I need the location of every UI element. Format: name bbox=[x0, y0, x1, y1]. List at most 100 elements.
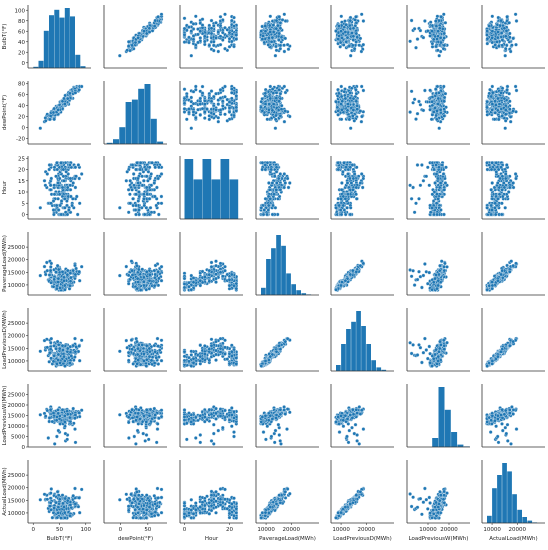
scatter-point bbox=[286, 185, 291, 190]
scatter-point bbox=[187, 40, 191, 45]
scatter-point bbox=[196, 107, 200, 112]
scatter-point bbox=[152, 24, 157, 28]
hist-bar bbox=[150, 118, 157, 144]
scatter-point bbox=[61, 167, 66, 172]
hist-bar bbox=[276, 235, 281, 295]
scatter-point bbox=[191, 110, 196, 114]
scatter-point bbox=[433, 19, 438, 23]
hist-bar bbox=[113, 139, 119, 144]
scatter-point bbox=[489, 203, 494, 208]
panel-0-1 bbox=[103, 5, 167, 69]
scatter-point bbox=[414, 45, 418, 50]
scatter-point bbox=[260, 167, 265, 172]
scatter-point bbox=[52, 212, 56, 217]
scatter-point bbox=[278, 20, 283, 25]
scatter-point bbox=[142, 192, 146, 197]
scatter-point bbox=[278, 26, 283, 31]
scatter-point bbox=[263, 167, 268, 172]
scatter-point bbox=[73, 185, 78, 190]
scatter-point bbox=[489, 212, 493, 217]
scatter-point bbox=[182, 87, 187, 92]
scatter-point bbox=[159, 278, 164, 283]
scatter-point bbox=[216, 102, 221, 106]
scatter-point bbox=[424, 174, 429, 179]
panel-1-6 bbox=[481, 81, 545, 145]
scatter-point bbox=[507, 31, 512, 36]
scatter-point bbox=[347, 117, 352, 122]
scatter-point bbox=[223, 268, 227, 273]
scatter-point bbox=[182, 26, 187, 31]
scatter-point bbox=[489, 94, 494, 99]
scatter-point bbox=[153, 263, 158, 268]
scatter-point bbox=[436, 96, 441, 101]
scatter-point bbox=[334, 205, 338, 210]
scatter-point bbox=[339, 102, 343, 106]
scatter-point bbox=[428, 107, 432, 112]
scatter-point bbox=[274, 96, 279, 101]
scatter-point bbox=[277, 87, 282, 92]
scatter-point bbox=[487, 24, 492, 28]
scatter-point bbox=[138, 167, 142, 172]
scatter-point bbox=[209, 26, 214, 31]
scatter-point bbox=[490, 107, 495, 112]
scatter-point bbox=[134, 192, 138, 197]
scatter-point bbox=[140, 267, 145, 272]
scatter-point bbox=[62, 196, 67, 201]
hist-bar bbox=[138, 88, 145, 144]
scatter-point bbox=[493, 205, 497, 210]
scatter-point bbox=[75, 212, 80, 217]
scatter-point bbox=[351, 38, 356, 42]
scatter-point bbox=[485, 36, 490, 41]
panel-2-4 bbox=[330, 156, 394, 220]
scatter-point bbox=[485, 99, 490, 104]
scatter-point bbox=[431, 37, 436, 42]
scatter-point bbox=[439, 40, 443, 45]
scatter-point bbox=[191, 280, 196, 285]
scatter-point bbox=[500, 114, 505, 118]
scatter-point bbox=[427, 270, 432, 275]
hist-bar bbox=[49, 15, 54, 68]
scatter-point bbox=[274, 187, 279, 192]
scatter-point bbox=[358, 109, 363, 113]
scatter-point bbox=[428, 34, 432, 38]
scatter-point bbox=[497, 102, 502, 106]
scatter-point bbox=[432, 212, 436, 217]
scatter-point bbox=[43, 183, 48, 188]
scatter-point bbox=[129, 259, 134, 264]
scatter-point bbox=[354, 14, 358, 19]
scatter-point bbox=[354, 40, 358, 44]
scatter-point bbox=[490, 29, 495, 34]
scatter-point bbox=[283, 109, 288, 113]
scatter-point bbox=[225, 118, 230, 123]
scatter-point bbox=[187, 107, 191, 111]
scatter-point bbox=[418, 183, 423, 188]
scatter-point bbox=[443, 181, 448, 185]
scatter-point bbox=[48, 114, 53, 118]
scatter-point bbox=[62, 278, 66, 283]
scatter-point bbox=[148, 176, 152, 181]
scatter-point bbox=[193, 43, 198, 47]
scatter-point bbox=[495, 108, 500, 113]
scatter-point bbox=[207, 114, 212, 118]
scatter-point bbox=[437, 90, 441, 95]
scatter-point bbox=[59, 212, 64, 217]
scatter-point bbox=[361, 42, 366, 47]
scatter-point bbox=[189, 287, 194, 292]
scatter-point bbox=[73, 272, 78, 277]
scatter-point bbox=[128, 178, 133, 183]
scatter-point bbox=[159, 172, 164, 176]
scatter-point bbox=[490, 160, 495, 165]
scatter-point bbox=[508, 115, 513, 119]
scatter-point bbox=[189, 29, 194, 33]
scatter-point bbox=[490, 208, 495, 212]
hist-bar bbox=[229, 179, 239, 219]
scatter-point bbox=[49, 176, 54, 181]
scatter-point bbox=[209, 31, 214, 36]
scatter-point bbox=[216, 30, 221, 34]
scatter-point bbox=[131, 172, 136, 176]
scatter-point bbox=[503, 46, 508, 51]
scatter-point bbox=[48, 268, 53, 273]
scatter-point bbox=[408, 110, 412, 114]
scatter-point bbox=[282, 43, 286, 48]
scatter-point bbox=[132, 183, 136, 188]
